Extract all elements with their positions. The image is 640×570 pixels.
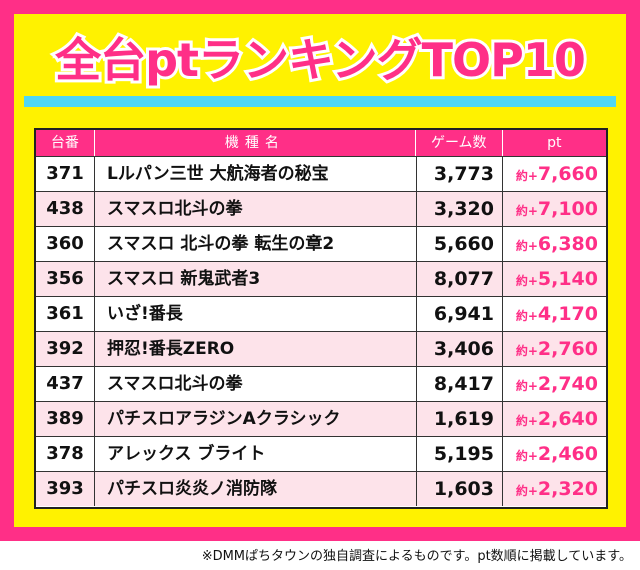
pt-prefix: 約+	[515, 204, 538, 218]
header-machine-number: 台番	[50, 135, 79, 151]
machine-name: Lルパン三世 大航海者の秘宝	[94, 157, 416, 191]
pt-number: 2,460	[537, 443, 598, 465]
header-game-count: ゲーム数	[415, 130, 502, 156]
ranking-title: 全台ptランキングTOP10	[52, 30, 589, 90]
machine-name: いざ!番長	[94, 297, 416, 331]
machine-name: スマスロ北斗の拳	[94, 192, 416, 226]
pt-prefix: 約+	[515, 274, 538, 288]
pt-value: 約+2,760	[502, 332, 606, 366]
pt-number: 2,740	[537, 373, 598, 395]
machine-name: スマスロ 北斗の拳 転生の章2	[94, 227, 416, 261]
table-row: 392 押忍!番長ZERO 3,406 約+2,760	[36, 331, 606, 366]
table-row: 393 パチスロ炎炎ノ消防隊 1,603 約+2,320	[36, 471, 606, 506]
pt-prefix: 約+	[515, 484, 538, 498]
pt-value: 約+2,740	[502, 367, 606, 401]
pt-value: 約+2,460	[502, 437, 606, 471]
game-count: 8,077	[416, 262, 502, 296]
machine-number: 360	[46, 233, 84, 254]
table-row: 438 スマスロ北斗の拳 3,320 約+7,100	[36, 191, 606, 226]
pt-prefix: 約+	[515, 344, 538, 358]
game-count: 3,773	[416, 157, 502, 191]
pt-prefix: 約+	[515, 309, 538, 323]
pt-prefix: 約+	[515, 379, 538, 393]
machine-number: 437	[46, 373, 84, 394]
header-machine-name: 機種名	[93, 130, 415, 156]
pt-number: 2,320	[537, 478, 598, 500]
machine-number: 356	[46, 268, 84, 289]
table-header: 台番 機種名 ゲーム数 pt	[36, 130, 606, 156]
machine-name: パチスロアラジンAクラシック	[94, 402, 416, 436]
machine-number: 371	[46, 163, 84, 184]
machine-number: 378	[46, 443, 84, 464]
pt-value: 約+4,170	[502, 297, 606, 331]
pt-value: 約+6,380	[502, 227, 606, 261]
pt-value: 約+5,140	[502, 262, 606, 296]
machine-number: 361	[46, 303, 84, 324]
pt-prefix: 約+	[515, 239, 538, 253]
table-row: 437 スマスロ北斗の拳 8,417 約+2,740	[36, 366, 606, 401]
pt-number: 2,760	[537, 338, 598, 360]
machine-number: 393	[46, 478, 84, 499]
pt-prefix: 約+	[515, 169, 538, 183]
pt-prefix: 約+	[515, 449, 538, 463]
pt-number: 7,660	[537, 163, 598, 185]
pt-value: 約+7,100	[502, 192, 606, 226]
game-count: 5,660	[416, 227, 502, 261]
machine-number: 389	[46, 408, 84, 429]
footnote: ※DMMぱちタウンの独自調査によるものです。pt数順に掲載しています。	[201, 549, 632, 564]
game-count: 5,195	[416, 437, 502, 471]
machine-name: パチスロ炎炎ノ消防隊	[94, 472, 416, 506]
machine-name: アレックス ブライト	[94, 437, 416, 471]
pt-number: 5,140	[537, 268, 598, 290]
title-underline-stripe	[24, 96, 616, 107]
pt-prefix: 約+	[515, 414, 538, 428]
game-count: 3,406	[416, 332, 502, 366]
pt-value: 約+2,640	[502, 402, 606, 436]
game-count: 3,320	[416, 192, 502, 226]
pt-number: 2,640	[537, 408, 598, 430]
table-row: 389 パチスロアラジンAクラシック 1,619 約+2,640	[36, 401, 606, 436]
machine-name: スマスロ 新鬼武者3	[94, 262, 416, 296]
pt-number: 4,170	[537, 303, 598, 325]
machine-name: スマスロ北斗の拳	[94, 367, 416, 401]
table-row: 361 いざ!番長 6,941 約+4,170	[36, 296, 606, 331]
pt-number: 6,380	[537, 233, 598, 255]
pt-value: 約+7,660	[502, 157, 606, 191]
header-pt: pt	[501, 130, 606, 156]
machine-number: 392	[46, 338, 84, 359]
game-count: 1,619	[416, 402, 502, 436]
table-row: 360 スマスロ 北斗の拳 転生の章2 5,660 約+6,380	[36, 226, 606, 261]
game-count: 8,417	[416, 367, 502, 401]
game-count: 1,603	[416, 472, 502, 506]
table-row: 378 アレックス ブライト 5,195 約+2,460	[36, 436, 606, 471]
ranking-table: 台番 機種名 ゲーム数 pt 371 Lルパン三世 大航海者の秘宝 3,773 約+7…	[34, 128, 608, 509]
machine-name: 押忍!番長ZERO	[94, 332, 416, 366]
table-row: 371 Lルパン三世 大航海者の秘宝 3,773 約+7,660	[36, 156, 606, 191]
game-count: 6,941	[416, 297, 502, 331]
pt-value: 約+2,320	[502, 472, 606, 506]
machine-number: 438	[46, 198, 84, 219]
pt-number: 7,100	[537, 198, 598, 220]
table-row: 356 スマスロ 新鬼武者3 8,077 約+5,140	[36, 261, 606, 296]
